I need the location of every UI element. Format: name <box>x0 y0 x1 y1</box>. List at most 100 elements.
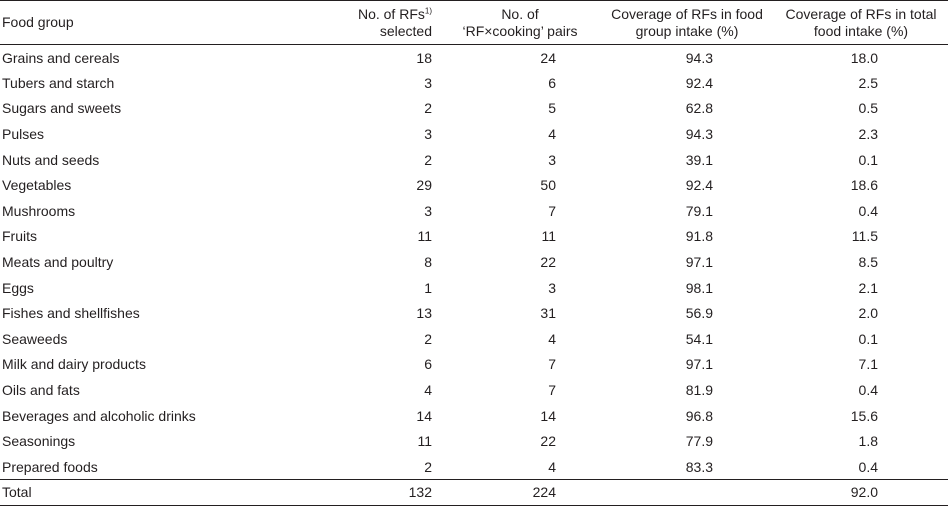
cell-coverage-total: 11.5 <box>851 228 878 245</box>
cell-pairs: 7 <box>548 202 556 219</box>
cell-food-group: Vegetables <box>2 177 72 194</box>
cell-rfs-selected: 18 <box>416 49 432 66</box>
table-row: Milk and dairy products 6 7 97.1 7.1 <box>0 352 948 378</box>
header-rfs-selected: No. of RFs1) selected <box>330 0 440 45</box>
cell-pairs: 4 <box>548 458 556 475</box>
cell-coverage-group: 56.9 <box>685 305 713 322</box>
cell-coverage-group: 77.9 <box>685 433 713 450</box>
cell-coverage-group: 94.3 <box>685 126 713 143</box>
cell-pairs: 24 <box>540 49 556 66</box>
cell-rfs-selected: 1 <box>424 279 432 296</box>
cell-pairs: 5 <box>548 100 556 117</box>
cell-coverage-total: 0.1 <box>858 330 878 347</box>
cell-rfs-selected: 3 <box>424 126 432 143</box>
cell-rfs-selected: 2 <box>424 330 432 347</box>
cell-rfs-selected: 11 <box>417 228 432 245</box>
cell-rfs-selected: 4 <box>424 382 432 399</box>
cell-rfs-selected: 3 <box>424 74 432 91</box>
cell-rfs-selected: 2 <box>424 100 432 117</box>
cell-food-group: Oils and fats <box>2 382 80 399</box>
cell-coverage-group: 97.1 <box>685 254 713 271</box>
cell-coverage-total: 1.8 <box>858 433 878 450</box>
cell-food-group: Prepared foods <box>2 458 98 475</box>
cell-food-group: Beverages and alcoholic drinks <box>2 407 196 424</box>
cell-pairs: 22 <box>540 254 556 271</box>
cell-rfs-selected: 3 <box>424 202 432 219</box>
cell-coverage-total: 18.0 <box>850 49 878 66</box>
cell-food-group: Seaweeds <box>2 330 68 347</box>
table-row: Vegetables 29 50 92.4 18.6 <box>0 172 948 198</box>
cell-food-group: Fishes and shellfishes <box>2 305 140 322</box>
table-row: Seaweeds 2 4 54.1 0.1 <box>0 326 948 352</box>
cell-coverage-total: 7.1 <box>858 356 878 373</box>
cell-coverage-group: 81.9 <box>685 382 713 399</box>
cell-pairs: 3 <box>548 279 556 296</box>
header-food-group: Food group <box>0 0 330 45</box>
cell-coverage-total: 92.0 <box>774 479 948 506</box>
cell-pairs: 7 <box>548 382 556 399</box>
table-row: Fishes and shellfishes 13 31 56.9 2.0 <box>0 300 948 326</box>
cell-rfs-selected: 2 <box>424 458 432 475</box>
cell-food-group: Mushrooms <box>2 202 76 219</box>
table-row: Meats and poultry 8 22 97.1 8.5 <box>0 249 948 275</box>
total-row: Total 132 224 92.0 <box>0 479 948 506</box>
cell-food-group: Milk and dairy products <box>2 356 146 373</box>
cell-coverage-group: 97.1 <box>685 356 713 373</box>
table-row: Mushrooms 3 7 79.1 0.4 <box>0 198 948 224</box>
cell-coverage-group: 91.8 <box>685 228 713 245</box>
cell-rfs-selected: 2 <box>424 151 432 168</box>
cell-pairs: 224 <box>440 479 600 506</box>
cell-pairs: 3 <box>548 151 556 168</box>
cell-coverage-total: 0.4 <box>858 458 878 475</box>
table-row: Prepared foods 2 4 83.3 0.4 <box>0 454 948 480</box>
cell-pairs: 4 <box>548 330 556 347</box>
cell-pairs: 6 <box>548 74 556 91</box>
table-row: Oils and fats 4 7 81.9 0.4 <box>0 377 948 403</box>
cell-coverage-total: 0.1 <box>858 151 878 168</box>
cell-food-group: Total <box>0 479 330 506</box>
cell-food-group: Seasonings <box>2 433 76 450</box>
table-row: Nuts and seeds 2 3 39.1 0.1 <box>0 147 948 173</box>
cell-coverage-group: 92.4 <box>685 177 713 194</box>
footnote-marker: 1) <box>424 5 432 15</box>
cell-food-group: Grains and cereals <box>2 49 120 66</box>
cell-coverage-total: 8.5 <box>858 254 878 271</box>
table-row: Beverages and alcoholic drinks 14 14 96.8 15… <box>0 403 948 429</box>
cell-coverage-group: 62.8 <box>685 100 713 117</box>
cell-coverage-group: 98.1 <box>685 279 713 296</box>
table-row: Fruits 11 11 91.8 11.5 <box>0 224 948 250</box>
cell-coverage-total: 15.6 <box>850 407 878 424</box>
table-row: Pulses 3 4 94.3 2.3 <box>0 121 948 147</box>
table-row: Eggs 1 3 98.1 2.1 <box>0 275 948 301</box>
table-body: Grains and cereals 18 24 94.3 18.0 Tubers and… <box>0 45 948 506</box>
cell-coverage-total: 2.1 <box>858 279 878 296</box>
cell-rfs-selected: 29 <box>416 177 432 194</box>
cell-rfs-selected: 11 <box>417 433 432 450</box>
cell-rfs-selected: 8 <box>424 254 432 271</box>
cell-food-group: Fruits <box>2 228 37 245</box>
cell-pairs: 50 <box>540 177 556 194</box>
cell-coverage-group <box>600 479 774 506</box>
cell-coverage-group: 83.3 <box>685 458 713 475</box>
header-coverage-group: Coverage of RFs in food group intake (%) <box>600 0 774 45</box>
cell-coverage-group: 79.1 <box>685 202 713 219</box>
cell-rfs-selected: 13 <box>416 305 432 322</box>
table-row: Grains and cereals 18 24 94.3 18.0 <box>0 45 948 71</box>
cell-coverage-total: 0.4 <box>858 382 878 399</box>
cell-coverage-total: 2.3 <box>858 126 878 143</box>
cell-coverage-total: 2.0 <box>858 305 878 322</box>
cell-coverage-group: 96.8 <box>685 407 713 424</box>
cell-food-group: Tubers and starch <box>2 74 115 91</box>
cell-pairs: 14 <box>540 407 556 424</box>
cell-coverage-total: 0.5 <box>858 100 878 117</box>
cell-food-group: Pulses <box>2 126 45 143</box>
cell-pairs: 31 <box>540 305 556 322</box>
header-coverage-total: Coverage of RFs in total food intake (%) <box>774 0 948 45</box>
table-header: Food group No. of RFs1) selected No. of ‘R… <box>0 0 948 45</box>
cell-coverage-total: 18.6 <box>850 177 878 194</box>
cell-rfs-selected: 14 <box>416 407 432 424</box>
header-pairs: No. of ‘RF×cooking’ pairs <box>440 0 600 45</box>
table-row: Sugars and sweets 2 5 62.8 0.5 <box>0 96 948 122</box>
cell-coverage-total: 0.4 <box>858 202 878 219</box>
